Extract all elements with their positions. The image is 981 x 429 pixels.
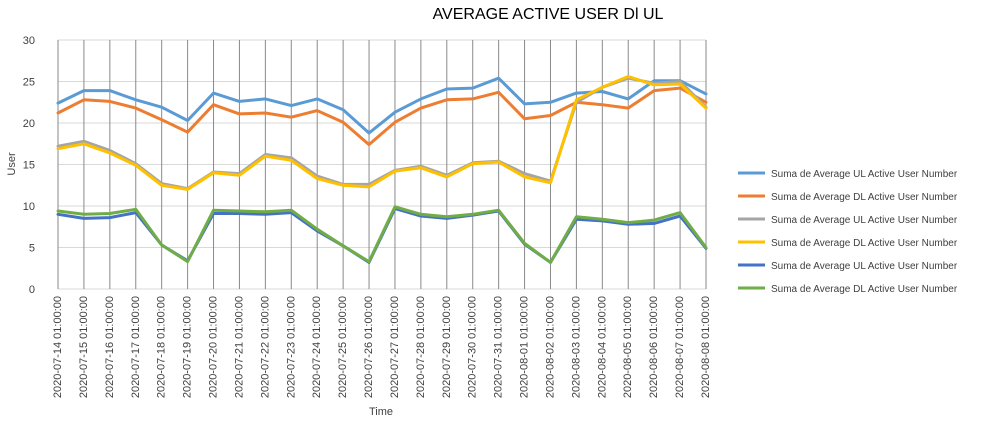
y-tick-label: 15	[23, 160, 35, 172]
x-tick-label: 2020-08-01 01:00:00	[519, 296, 531, 398]
x-tick-label: 2020-07-26 01:00:00	[363, 296, 375, 398]
y-axis-ticks: 0 5 10 15 20 25 30	[23, 35, 35, 296]
x-tick-label: 2020-07-22 01:00:00	[259, 296, 271, 398]
legend-label: Suma de Average DL Active User Number	[771, 192, 958, 203]
y-tick-label: 0	[29, 284, 35, 296]
x-tick-label: 2020-07-18 01:00:00	[156, 296, 168, 398]
series-line	[56, 205, 708, 264]
x-tick-label: 2020-08-03 01:00:00	[570, 296, 582, 398]
x-tick-label: 2020-08-05 01:00:00	[622, 296, 634, 398]
y-tick-label: 30	[23, 35, 35, 47]
chart-title: AVERAGE ACTIVE USER Dl UL	[432, 6, 664, 23]
x-tick-label: 2020-07-27 01:00:00	[389, 296, 401, 398]
legend-label: Suma de Average DL Active User Number	[771, 284, 958, 295]
y-axis-title: User	[6, 152, 18, 176]
legend-label: Suma de Average UL Active User Number	[771, 169, 958, 180]
x-tick-label: 2020-07-29 01:00:00	[441, 296, 453, 398]
legend-label: Suma de Average UL Active User Number	[771, 261, 958, 272]
y-tick-label: 10	[23, 201, 35, 213]
x-tick-label: 2020-08-07 01:00:00	[674, 296, 686, 398]
x-tick-label: 2020-07-14 01:00:00	[52, 296, 64, 398]
x-tick-label: 2020-08-02 01:00:00	[544, 296, 556, 398]
x-tick-label: 2020-07-23 01:00:00	[285, 296, 297, 398]
x-tick-label: 2020-07-25 01:00:00	[337, 296, 349, 398]
x-tick-label: 2020-07-21 01:00:00	[233, 296, 245, 398]
x-tick-label: 2020-08-08 01:00:00	[700, 296, 712, 398]
x-tick-label: 2020-07-15 01:00:00	[78, 296, 90, 398]
plot-series	[56, 75, 708, 264]
gridlines	[57, 39, 707, 290]
x-tick-label: 2020-07-31 01:00:00	[493, 296, 505, 398]
series-line	[56, 75, 708, 191]
y-tick-label: 25	[23, 77, 35, 89]
x-axis-ticks: 2020-07-14 01:00:00 2020-07-15 01:00:00 20…	[52, 296, 712, 398]
y-tick-label: 20	[23, 118, 35, 130]
x-tick-label: 2020-08-04 01:00:00	[596, 296, 608, 398]
x-axis-title: Time	[369, 406, 393, 418]
series-line	[56, 86, 708, 147]
legend-label: Suma de Average UL Active User Number	[771, 215, 958, 226]
x-tick-label: 2020-07-24 01:00:00	[311, 296, 323, 398]
x-tick-label: 2020-07-17 01:00:00	[130, 296, 142, 398]
x-tick-label: 2020-07-20 01:00:00	[208, 296, 220, 398]
y-tick-label: 5	[29, 243, 35, 255]
x-tick-label: 2020-07-19 01:00:00	[182, 296, 194, 398]
x-tick-label: 2020-07-16 01:00:00	[104, 296, 116, 398]
x-tick-label: 2020-08-06 01:00:00	[648, 296, 660, 398]
x-tick-label: 2020-07-30 01:00:00	[467, 296, 479, 398]
legend: Suma de Average UL Active User Number Sum…	[738, 169, 958, 295]
x-tick-label: 2020-07-28 01:00:00	[415, 296, 427, 398]
legend-label: Suma de Average DL Active User Number	[771, 238, 958, 249]
series-line	[56, 76, 708, 135]
